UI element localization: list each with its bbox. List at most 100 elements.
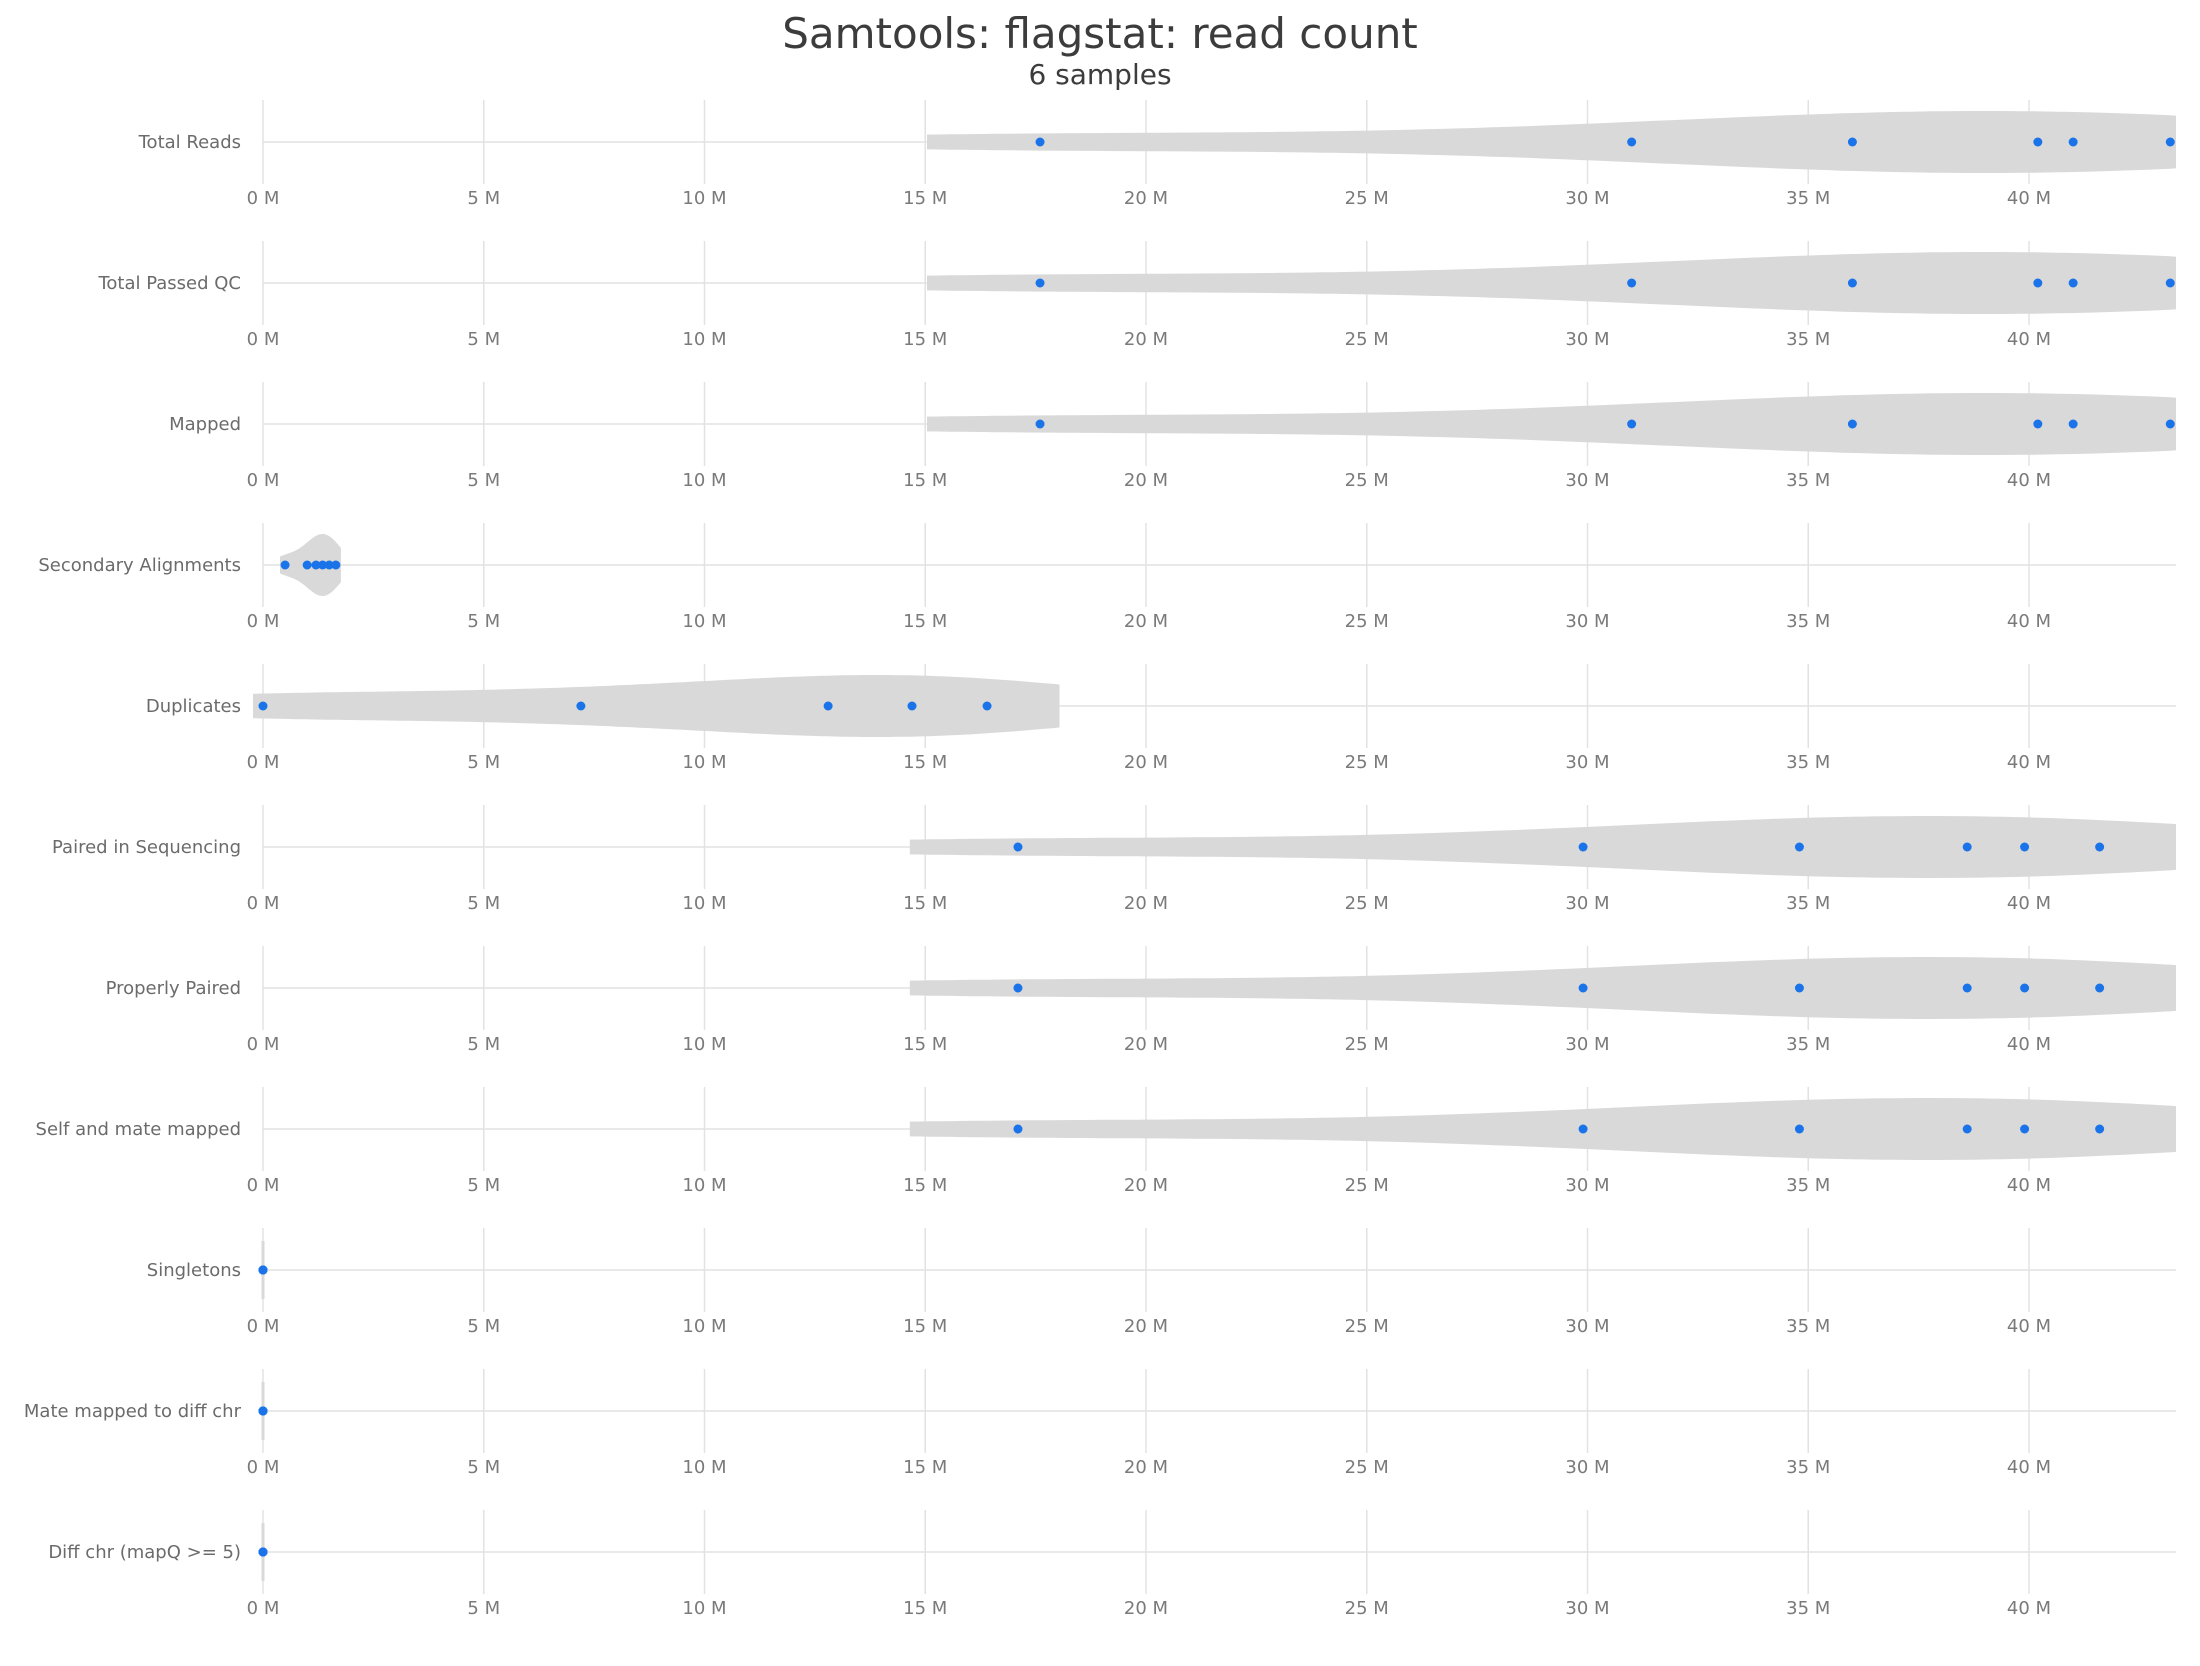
violin (909, 816, 2176, 878)
panels: Total Reads 0 M 5 M 10 M 15 M 20 M 25 M 30 M 35 … (24, 100, 2176, 1619)
tick-label: 30 M (1565, 1034, 1609, 1055)
tick-label: 0 M (247, 1175, 280, 1196)
sample-point (331, 560, 341, 570)
metric-row: Singletons 0 M 5 M 10 M 15 M 20 M 25 M 30 M 35 M… (147, 1228, 2176, 1337)
tick-label: 5 M (467, 188, 500, 209)
tick-label: 35 M (1786, 1175, 1830, 1196)
violin (927, 393, 2176, 455)
tick-label: 10 M (682, 1034, 726, 1055)
tick-label: 5 M (467, 611, 500, 632)
tick-label: 10 M (682, 1598, 726, 1619)
sample-point (1627, 278, 1637, 288)
sample-point (2020, 983, 2030, 993)
metric-row: Properly Paired 0 M 5 M 10 M 15 M 20 M 25 M 30 … (106, 946, 2176, 1055)
sample-point (1847, 419, 1857, 429)
sample-point (1627, 137, 1637, 147)
tick-label: 30 M (1565, 470, 1609, 491)
sample-point (2165, 137, 2175, 147)
tick-label: 10 M (682, 1316, 726, 1337)
sample-point (1627, 419, 1637, 429)
tick-label: 25 M (1345, 611, 1389, 632)
sample-point (302, 560, 312, 570)
sample-point (1847, 137, 1857, 147)
sample-point (1013, 983, 1023, 993)
sample-point (1035, 137, 1045, 147)
tick-label: 25 M (1345, 1598, 1389, 1619)
tick-label: 20 M (1124, 1598, 1168, 1619)
sample-point (258, 1265, 268, 1275)
tick-label: 40 M (2007, 752, 2051, 773)
tick-label: 20 M (1124, 611, 1168, 632)
tick-label: 5 M (467, 752, 500, 773)
tick-label: 40 M (2007, 893, 2051, 914)
sample-point (2068, 278, 2078, 288)
tick-label: 10 M (682, 1457, 726, 1478)
chart-subtitle: 6 samples (1028, 58, 1171, 91)
sample-point (1794, 1124, 1804, 1134)
tick-label: 15 M (903, 470, 947, 491)
sample-point (1013, 842, 1023, 852)
sample-point (324, 560, 334, 570)
metric-label: Singletons (147, 1260, 241, 1281)
tick-label: 25 M (1345, 1034, 1389, 1055)
tick-label: 40 M (2007, 329, 2051, 350)
tick-label: 40 M (2007, 1457, 2051, 1478)
sample-point (2095, 983, 2105, 993)
tick-label: 35 M (1786, 752, 1830, 773)
tick-label: 40 M (2007, 1598, 2051, 1619)
sample-point (1962, 842, 1972, 852)
tick-label: 10 M (682, 893, 726, 914)
tick-label: 20 M (1124, 188, 1168, 209)
tick-label: 35 M (1786, 611, 1830, 632)
tick-label: 10 M (682, 470, 726, 491)
tick-label: 15 M (903, 1316, 947, 1337)
violin (253, 675, 1060, 737)
tick-label: 25 M (1345, 188, 1389, 209)
metric-row: Self and mate mapped 0 M 5 M 10 M 15 M 20 M 25… (36, 1087, 2176, 1196)
sample-point (2020, 1124, 2030, 1134)
tick-label: 40 M (2007, 1175, 2051, 1196)
sample-point (2165, 419, 2175, 429)
tick-label: 5 M (467, 329, 500, 350)
metric-label: Total Passed QC (97, 273, 241, 294)
tick-label: 40 M (2007, 611, 2051, 632)
tick-label: 25 M (1345, 470, 1389, 491)
metric-label: Properly Paired (106, 978, 241, 999)
tick-label: 25 M (1345, 1457, 1389, 1478)
tick-label: 20 M (1124, 1457, 1168, 1478)
sample-point (982, 701, 992, 711)
chart-title: Samtools: flagstat: read count (782, 9, 1418, 58)
violin (927, 252, 2176, 314)
tick-label: 0 M (247, 1457, 280, 1478)
tick-label: 25 M (1345, 1316, 1389, 1337)
tick-label: 0 M (247, 329, 280, 350)
sample-point (2165, 278, 2175, 288)
metric-label: Diff chr (mapQ >= 5) (48, 1542, 241, 1563)
sample-point (823, 701, 833, 711)
sample-point (258, 1547, 268, 1557)
tick-label: 20 M (1124, 752, 1168, 773)
metric-row: Paired in Sequencing 0 M 5 M 10 M 15 M 20 M 25… (52, 805, 2176, 914)
sample-point (280, 560, 290, 570)
sample-point (258, 701, 268, 711)
metric-label: Total Reads (138, 132, 241, 153)
tick-label: 35 M (1786, 470, 1830, 491)
tick-label: 5 M (467, 1316, 500, 1337)
sample-point (1962, 1124, 1972, 1134)
sample-point (2095, 1124, 2105, 1134)
sample-point (2033, 419, 2043, 429)
tick-label: 5 M (467, 470, 500, 491)
metric-row: Total Passed QC 0 M 5 M 10 M 15 M 20 M 25 M 30 … (97, 241, 2176, 350)
tick-label: 15 M (903, 893, 947, 914)
metric-row: Mate mapped to diff chr 0 M 5 M 10 M 15 M 20 … (24, 1369, 2176, 1478)
tick-label: 20 M (1124, 893, 1168, 914)
sample-point (311, 560, 321, 570)
tick-label: 5 M (467, 1598, 500, 1619)
sample-point (1847, 278, 1857, 288)
sample-point (2068, 137, 2078, 147)
tick-label: 30 M (1565, 329, 1609, 350)
tick-label: 0 M (247, 470, 280, 491)
tick-label: 30 M (1565, 752, 1609, 773)
tick-label: 40 M (2007, 1316, 2051, 1337)
tick-label: 0 M (247, 893, 280, 914)
